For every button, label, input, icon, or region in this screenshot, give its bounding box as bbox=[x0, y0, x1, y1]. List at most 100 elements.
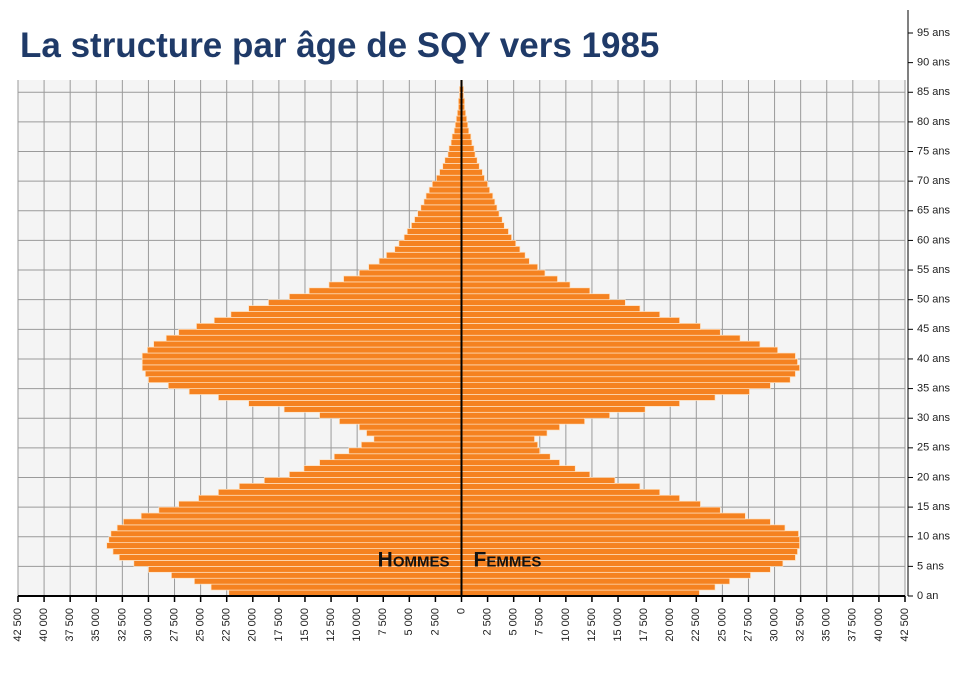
bar bbox=[166, 335, 461, 341]
bar bbox=[462, 472, 590, 478]
x-tick-label: 10 000 bbox=[351, 608, 363, 642]
bar bbox=[462, 418, 585, 424]
y-tick-label: 25 ans bbox=[917, 442, 951, 454]
bar bbox=[462, 359, 798, 365]
bar bbox=[171, 572, 461, 578]
bar bbox=[264, 477, 461, 483]
bar bbox=[320, 412, 462, 418]
bar bbox=[320, 460, 462, 466]
bar bbox=[462, 317, 680, 323]
x-tick-label: 5 000 bbox=[508, 608, 520, 636]
bar bbox=[239, 483, 461, 489]
x-tick-label: 2 500 bbox=[429, 608, 441, 636]
bar bbox=[462, 353, 796, 359]
bar bbox=[123, 519, 461, 525]
bar bbox=[424, 199, 462, 205]
bar bbox=[462, 531, 799, 537]
x-tick-label: 15 000 bbox=[612, 608, 624, 642]
bar bbox=[329, 282, 462, 288]
bar bbox=[154, 341, 462, 347]
bar bbox=[462, 341, 760, 347]
bar bbox=[462, 152, 476, 158]
chart: 42 50040 00037 50035 00032 50030 00027 5… bbox=[0, 0, 953, 673]
bar bbox=[462, 347, 778, 353]
y-tick-label: 15 ans bbox=[917, 501, 951, 513]
bar bbox=[462, 395, 716, 401]
x-tick-label: 17 500 bbox=[638, 608, 650, 642]
bar bbox=[111, 531, 462, 537]
x-tick-label: 12 500 bbox=[586, 608, 598, 642]
bar bbox=[462, 169, 483, 175]
y-tick-label: 0 an bbox=[917, 590, 938, 602]
bar bbox=[462, 436, 535, 442]
y-tick-label: 50 ans bbox=[917, 294, 951, 306]
y-tick-label: 85 ans bbox=[917, 86, 951, 98]
bar bbox=[462, 288, 590, 294]
x-tick-label: 5 000 bbox=[403, 608, 415, 636]
bar bbox=[432, 181, 461, 187]
bar bbox=[462, 270, 545, 276]
bar bbox=[109, 537, 462, 543]
bar bbox=[449, 146, 462, 152]
bar bbox=[462, 258, 530, 264]
bar bbox=[462, 175, 485, 181]
bar bbox=[462, 466, 576, 472]
bar bbox=[462, 306, 640, 312]
bar bbox=[386, 252, 461, 258]
y-tick-label: 35 ans bbox=[917, 382, 951, 394]
bar bbox=[117, 525, 461, 531]
bar bbox=[462, 205, 497, 211]
x-tick-label: 27 500 bbox=[168, 608, 180, 642]
y-tick-label: 20 ans bbox=[917, 471, 951, 483]
bar bbox=[448, 152, 462, 158]
bar bbox=[462, 489, 660, 495]
bar bbox=[462, 513, 746, 519]
x-tick-label: 22 500 bbox=[221, 608, 233, 642]
bar bbox=[462, 199, 495, 205]
bar bbox=[462, 128, 469, 134]
bar bbox=[462, 187, 490, 193]
x-tick-label: 32 500 bbox=[795, 608, 807, 642]
bar bbox=[214, 317, 461, 323]
y-tick-label: 65 ans bbox=[917, 205, 951, 217]
bar bbox=[462, 365, 800, 371]
bar bbox=[462, 282, 571, 288]
bar bbox=[462, 377, 791, 383]
x-tick-label: 10 000 bbox=[560, 608, 572, 642]
bar bbox=[231, 312, 462, 318]
bar bbox=[436, 175, 461, 181]
bar bbox=[415, 217, 462, 223]
y-tick-label: 45 ans bbox=[917, 323, 951, 335]
bar bbox=[148, 377, 461, 383]
y-tick-label: 80 ans bbox=[917, 116, 951, 128]
bar bbox=[462, 406, 646, 412]
bar bbox=[445, 157, 462, 163]
bar bbox=[249, 400, 462, 406]
x-tick-label: 7 500 bbox=[377, 608, 389, 636]
bar bbox=[304, 466, 462, 472]
y-tick-label: 40 ans bbox=[917, 353, 951, 365]
bar bbox=[349, 448, 462, 454]
bar bbox=[426, 193, 461, 199]
bar bbox=[462, 507, 721, 513]
bar bbox=[189, 389, 461, 395]
bar bbox=[462, 294, 610, 300]
bar bbox=[462, 477, 615, 483]
x-tick-label: 30 000 bbox=[142, 608, 154, 642]
bar bbox=[367, 430, 462, 436]
bar bbox=[399, 240, 462, 246]
bar bbox=[141, 513, 461, 519]
bar bbox=[359, 270, 461, 276]
bar bbox=[462, 460, 560, 466]
legend-label: Hommes bbox=[378, 549, 450, 572]
bar bbox=[452, 134, 461, 140]
bar bbox=[334, 454, 461, 460]
bar bbox=[462, 335, 741, 341]
x-tick-label: 32 500 bbox=[116, 608, 128, 642]
bar bbox=[418, 211, 462, 217]
bar bbox=[142, 359, 461, 365]
x-tick-label: 17 500 bbox=[273, 608, 285, 642]
bar bbox=[289, 294, 461, 300]
y-tick-label: 55 ans bbox=[917, 264, 951, 276]
bar bbox=[374, 436, 462, 442]
